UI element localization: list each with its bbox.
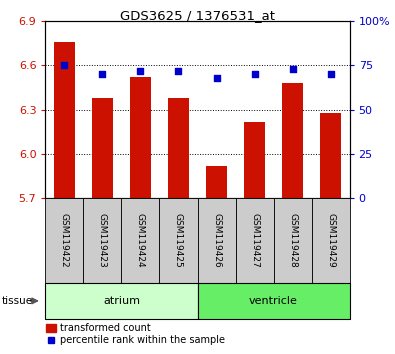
Text: GSM119426: GSM119426 bbox=[212, 213, 221, 268]
Bar bbox=[92, 98, 113, 198]
Text: GSM119424: GSM119424 bbox=[136, 213, 145, 268]
Bar bbox=[312, 198, 350, 283]
Bar bbox=[198, 198, 235, 283]
Text: GDS3625 / 1376531_at: GDS3625 / 1376531_at bbox=[120, 9, 275, 22]
Text: GSM119422: GSM119422 bbox=[60, 213, 69, 268]
Text: GSM119425: GSM119425 bbox=[174, 213, 183, 268]
Bar bbox=[198, 283, 350, 319]
Bar bbox=[45, 283, 198, 319]
Text: ventricle: ventricle bbox=[249, 296, 298, 306]
Point bbox=[175, 68, 182, 74]
Bar bbox=[273, 198, 312, 283]
Legend: transformed count, percentile rank within the sample: transformed count, percentile rank withi… bbox=[44, 321, 227, 347]
Bar bbox=[54, 42, 75, 198]
Text: atrium: atrium bbox=[103, 296, 140, 306]
Point bbox=[61, 63, 68, 68]
Bar bbox=[244, 121, 265, 198]
Bar bbox=[83, 198, 122, 283]
Point bbox=[99, 72, 105, 77]
Text: tissue: tissue bbox=[2, 296, 33, 306]
Point bbox=[290, 66, 296, 72]
Bar bbox=[235, 198, 274, 283]
Point bbox=[137, 68, 144, 74]
Text: GSM119428: GSM119428 bbox=[288, 213, 297, 268]
Bar bbox=[168, 98, 189, 198]
Point bbox=[251, 72, 258, 77]
Text: GSM119429: GSM119429 bbox=[326, 213, 335, 268]
Bar bbox=[130, 77, 151, 198]
Bar bbox=[45, 198, 83, 283]
Bar bbox=[122, 198, 160, 283]
Point bbox=[327, 72, 334, 77]
Bar bbox=[160, 198, 198, 283]
Bar bbox=[282, 83, 303, 198]
Text: GSM119423: GSM119423 bbox=[98, 213, 107, 268]
Bar bbox=[320, 113, 341, 198]
Bar bbox=[206, 166, 227, 198]
Point bbox=[213, 75, 220, 81]
Text: GSM119427: GSM119427 bbox=[250, 213, 259, 268]
